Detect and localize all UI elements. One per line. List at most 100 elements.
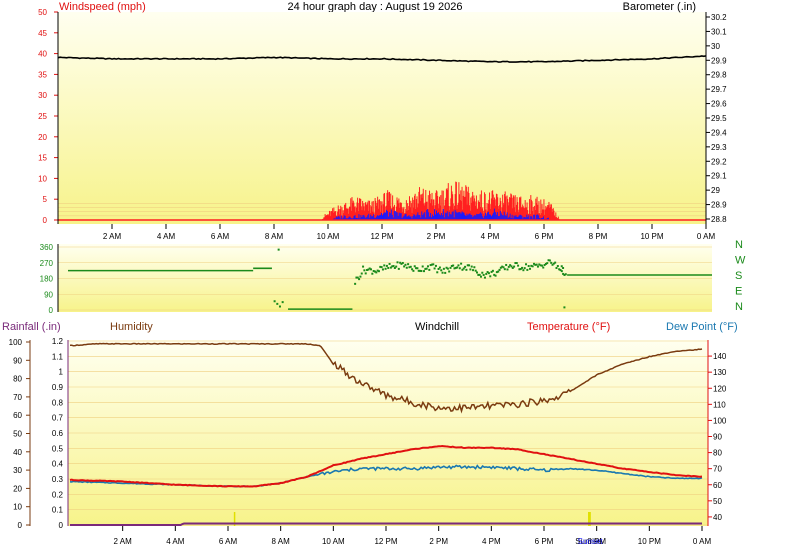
temperature-tick-label: 100 (713, 416, 727, 425)
direction-point (487, 272, 490, 275)
direction-point (442, 267, 445, 270)
direction-point (483, 276, 486, 279)
windchill-axis-label: Windchill (415, 321, 459, 333)
wind-x-tick-label: 10 PM (640, 232, 663, 241)
direction-point (542, 266, 545, 269)
humidity-tick-label: 100 (9, 338, 23, 347)
direction-point (486, 271, 489, 274)
direction-point (513, 265, 516, 268)
direction-point (517, 264, 520, 267)
temperature-tick-label: 70 (713, 465, 722, 474)
direction-point (464, 265, 467, 268)
wind-direction-plot-area (58, 244, 712, 312)
rainfall-tick-label: 0.3 (52, 475, 64, 484)
sun-marker-label: Sunset (578, 537, 604, 546)
direction-point (391, 265, 394, 268)
direction-point (477, 273, 480, 276)
direction-point (460, 262, 463, 265)
rainfall-tick-label: 0 (59, 521, 64, 530)
rainfall-tick-label: 0.8 (52, 398, 64, 407)
direction-point (417, 269, 420, 272)
direction-point (354, 282, 357, 285)
rainfall-axis-label: Rainfall (.in) (2, 321, 61, 333)
direction-point (465, 268, 468, 271)
direction-point (461, 268, 464, 271)
windspeed-tick-label: 50 (38, 8, 47, 17)
rainfall-tick-labels: 0 0.1 0.2 0.3 0.4 0.5 0.6 0.7 0.8 0.9 1 1.1 1.2 (52, 337, 64, 530)
windspeed-tick-label: 30 (38, 91, 47, 100)
direction-point (276, 302, 279, 305)
direction-point (555, 267, 558, 270)
direction-point (506, 268, 509, 271)
direction-point (420, 270, 423, 273)
direction-point (453, 267, 456, 270)
direction-point (395, 265, 398, 268)
direction-tick-label: 270 (40, 259, 54, 268)
direction-point (521, 266, 524, 269)
rainfall-tick-label: 1.2 (52, 337, 64, 346)
direction-point (383, 264, 386, 267)
temperature-x-tick-label: 12 PM (374, 537, 397, 546)
direction-point (551, 263, 554, 266)
direction-point (408, 266, 411, 269)
wind-x-tick-label: 4 PM (481, 232, 500, 241)
rainfall-tick-label: 0.9 (52, 383, 64, 392)
direction-point (563, 274, 566, 277)
humidity-tick-label: 70 (13, 393, 22, 402)
direction-point (526, 268, 529, 271)
temperature-tick-label: 130 (713, 368, 727, 377)
wind-barometer-panel: Windspeed (mph) Barometer (.in) 0 5 10 15 20… (38, 1, 727, 241)
direction-point (381, 268, 384, 271)
direction-series (68, 248, 712, 310)
humidity-tick-labels: 0 10 20 30 40 50 60 70 80 90 100 (9, 338, 30, 530)
direction-point (433, 267, 436, 270)
direction-point (514, 262, 517, 265)
direction-point (503, 268, 506, 271)
humidity-tick-label: 20 (13, 484, 22, 493)
barometer-tick-label: 28.8 (711, 215, 727, 224)
direction-point (396, 261, 399, 264)
humidity-axis-label: Humidity (110, 321, 153, 333)
direction-point (507, 265, 510, 268)
rainfall-tick-label: 0.6 (52, 429, 64, 438)
direction-point (448, 270, 451, 273)
direction-point (419, 269, 422, 272)
direction-point (389, 266, 392, 269)
temperature-x-tick-label: 10 PM (638, 537, 661, 546)
temperature-humidity-panel: Rainfall (.in) Humidity Windchill Temper… (2, 321, 738, 546)
windspeed-tick-label: 20 (38, 133, 47, 142)
direction-point (481, 271, 484, 274)
direction-point (550, 261, 553, 264)
direction-point (558, 268, 561, 271)
windspeed-tick-label: 40 (38, 50, 47, 59)
direction-point (527, 265, 530, 268)
direction-point (430, 263, 433, 266)
direction-point (387, 266, 390, 269)
barometer-tick-label: 30.1 (711, 27, 727, 36)
humidity-tick-label: 10 (13, 503, 22, 512)
direction-point (359, 275, 362, 278)
direction-point (531, 265, 534, 268)
temperature-x-tick-label: 6 AM (219, 537, 238, 546)
direction-point (446, 267, 449, 270)
direction-point (499, 266, 502, 269)
direction-point (366, 269, 369, 272)
temperature-tick-label: 90 (713, 433, 722, 442)
temperature-series (69, 342, 703, 526)
direction-point (376, 269, 379, 272)
barometer-tick-label: 29.4 (711, 128, 727, 137)
direction-point (497, 270, 500, 273)
direction-point (547, 259, 550, 262)
direction-point (380, 266, 383, 269)
windspeed-tick-label: 15 (38, 154, 47, 163)
direction-point (490, 270, 493, 273)
compass-label: S (735, 270, 742, 282)
humidity-tick-label: 80 (13, 375, 22, 384)
temperature-x-tick-label: 6 PM (535, 537, 554, 546)
temperature-line (69, 444, 703, 488)
wind-x-tick-label: 6 AM (211, 232, 230, 241)
wind-x-tick-label: 10 AM (317, 232, 340, 241)
direction-point (438, 266, 441, 269)
direction-point (377, 270, 380, 273)
